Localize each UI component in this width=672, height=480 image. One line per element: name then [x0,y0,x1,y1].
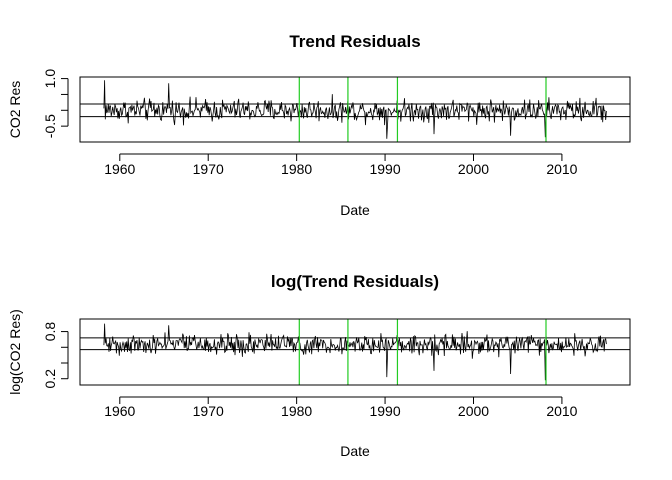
chart-title: Trend Residuals [289,32,420,51]
x-axis-label: Date [340,443,370,459]
trend-residuals-panel: Trend Residuals 1960 1970 1980 1990 2000 2010 -… [7,32,631,218]
x-tick-label-2000: 2000 [458,403,489,419]
x-tick-label-1980: 1980 [281,161,312,177]
chart-title: log(Trend Residuals) [271,272,439,291]
x-tick-label-1990: 1990 [369,161,400,177]
series-line [103,323,607,381]
x-tick-label-1990: 1990 [369,403,400,419]
log-trend-residuals-panel: log(Trend Residuals) 1960 1970 1980 1990 2000… [7,272,631,459]
y-tick-label-1: 1.0 [42,69,58,89]
plot-box [79,76,631,143]
y-tick-label-1: 0.8 [42,322,58,342]
x-tick-label-1980: 1980 [281,403,312,419]
x-tick-label-1960: 1960 [104,403,135,419]
y-tick-label-0: 0.2 [42,369,58,389]
series-line [103,80,607,139]
y-tick-label-0: -0.5 [42,114,58,138]
x-tick-label-2000: 2000 [458,161,489,177]
x-axis-label: Date [340,202,370,218]
x-tick-label-1970: 1970 [193,161,224,177]
x-tick-label-1970: 1970 [193,403,224,419]
x-tick-label-2010: 2010 [546,161,577,177]
plot-box [79,318,631,386]
x-tick-label-1960: 1960 [104,161,135,177]
y-axis-label: log(CO2 Res) [7,309,23,395]
y-axis-label: CO2 Res [7,81,23,139]
x-tick-label-2010: 2010 [546,403,577,419]
